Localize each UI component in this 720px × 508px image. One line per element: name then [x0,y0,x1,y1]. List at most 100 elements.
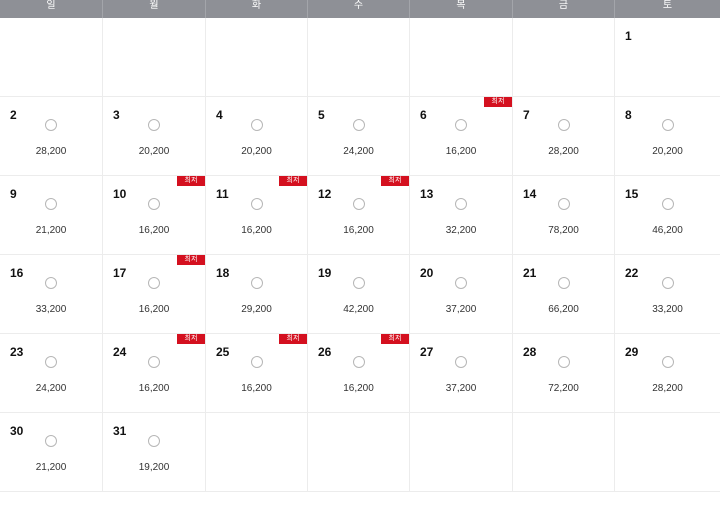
day-select-radio[interactable] [250,119,263,131]
day-cell[interactable]: 15 46,200 [615,176,720,255]
day-cell[interactable]: 16 33,200 [0,255,103,334]
day-select-radio[interactable] [352,198,365,210]
calendar-grid: 1 2 28,200 3 20,200 4 20,200 5 24,200 6 16,200 최저 7 2… [0,18,720,492]
day-select-radio[interactable] [352,356,365,368]
day-number: 1 [625,29,632,43]
day-select-radio[interactable] [45,198,57,210]
day-select-radio[interactable] [661,198,674,210]
day-select-radio[interactable] [45,435,57,447]
day-price: 21,200 [35,225,67,236]
day-select-radio[interactable] [352,277,365,289]
empty-day-cell [206,18,308,97]
day-select-radio[interactable] [148,277,160,289]
day-cell[interactable]: 18 29,200 [206,255,308,334]
day-cell[interactable]: 10 16,200 최저 [103,176,206,255]
day-price: 28,200 [652,383,683,394]
day-cell[interactable]: 24 16,200 최저 [103,334,206,413]
day-select-radio[interactable] [557,119,570,131]
day-price: 46,200 [652,225,683,236]
day-select-radio[interactable] [250,198,263,210]
day-price: 24,200 [35,383,67,394]
empty-day-cell [410,413,513,492]
day-price: 20,200 [138,146,170,157]
day-cell[interactable]: 8 20,200 [615,97,720,176]
day-number: 4 [216,108,223,122]
day-cell[interactable]: 12 16,200 최저 [308,176,410,255]
lowest-price-badge: 최저 [381,334,409,344]
lowest-price-badge: 최저 [279,176,307,186]
day-select-radio[interactable] [661,356,674,368]
day-cell[interactable]: 28 72,200 [513,334,615,413]
day-number: 20 [420,266,434,280]
day-select-radio[interactable] [455,119,467,131]
day-cell[interactable]: 22 33,200 [615,255,720,334]
day-number: 28 [523,345,537,359]
day-cell[interactable]: 5 24,200 [308,97,410,176]
day-number: 3 [113,108,120,122]
day-cell[interactable]: 6 16,200 최저 [410,97,513,176]
day-cell[interactable]: 23 24,200 [0,334,103,413]
day-cell[interactable]: 31 19,200 [103,413,206,492]
day-cell[interactable]: 3 20,200 [103,97,206,176]
day-select-radio[interactable] [661,277,674,289]
day-select-radio[interactable] [148,198,160,210]
day-cell[interactable]: 2 28,200 [0,97,103,176]
day-price: 16,200 [241,383,272,394]
day-price: 19,200 [138,462,170,473]
day-number: 15 [625,187,639,201]
day-number: 14 [523,187,537,201]
day-price: 16,200 [343,225,374,236]
day-number: 7 [523,108,530,122]
day-cell[interactable]: 27 37,200 [410,334,513,413]
lowest-price-badge: 최저 [177,255,205,265]
day-cell[interactable]: 9 21,200 [0,176,103,255]
day-price: 37,200 [445,383,477,394]
day-price: 16,200 [138,304,170,315]
day-select-radio[interactable] [45,356,57,368]
day-select-radio[interactable] [557,277,570,289]
day-number: 27 [420,345,434,359]
day-number: 30 [10,424,24,438]
day-select-radio[interactable] [148,119,160,131]
day-cell[interactable]: 11 16,200 최저 [206,176,308,255]
day-select-radio[interactable] [148,356,160,368]
day-cell[interactable]: 29 28,200 [615,334,720,413]
day-cell[interactable]: 17 16,200 최저 [103,255,206,334]
day-select-radio[interactable] [455,198,467,210]
day-number: 5 [318,108,325,122]
day-select-radio[interactable] [45,119,57,131]
day-select-radio[interactable] [148,435,160,447]
day-cell[interactable]: 25 16,200 최저 [206,334,308,413]
day-select-radio[interactable] [661,119,674,131]
day-cell[interactable]: 30 21,200 [0,413,103,492]
day-cell[interactable]: 20 37,200 [410,255,513,334]
day-select-radio[interactable] [250,356,263,368]
day-cell[interactable]: 13 32,200 [410,176,513,255]
day-price: 20,200 [241,146,272,157]
weekday-label: 목 [410,0,513,18]
day-cell[interactable]: 21 66,200 [513,255,615,334]
day-select-radio[interactable] [455,356,467,368]
lowest-price-badge: 최저 [381,176,409,186]
day-select-radio[interactable] [45,277,57,289]
day-cell[interactable]: 19 42,200 [308,255,410,334]
day-price: 37,200 [445,304,477,315]
day-cell[interactable]: 7 28,200 [513,97,615,176]
day-select-radio[interactable] [557,356,570,368]
day-cell[interactable]: 26 16,200 최저 [308,334,410,413]
day-cell[interactable]: 14 78,200 [513,176,615,255]
day-number: 6 [420,108,427,122]
day-select-radio[interactable] [250,277,263,289]
day-price: 42,200 [343,304,374,315]
day-select-radio[interactable] [557,198,570,210]
day-price: 21,200 [35,462,67,473]
day-select-radio[interactable] [455,277,467,289]
empty-day-cell [308,413,410,492]
day-cell[interactable]: 4 20,200 [206,97,308,176]
day-select-radio[interactable] [352,119,365,131]
day-cell[interactable]: 1 [615,18,720,97]
day-price: 16,200 [241,225,272,236]
day-number: 16 [10,266,24,280]
day-number: 17 [113,266,127,280]
